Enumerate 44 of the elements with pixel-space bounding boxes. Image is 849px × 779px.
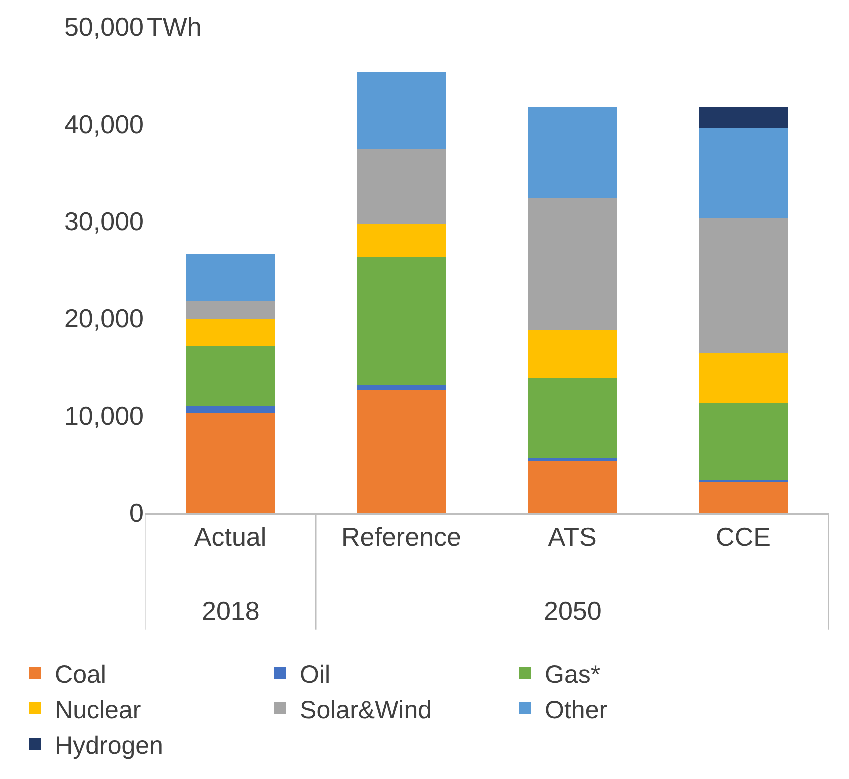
bar: [528, 461, 617, 513]
bar: [528, 108, 617, 198]
legend-label: Hydrogen: [55, 732, 164, 760]
y-tick-label: 20,000: [64, 304, 144, 334]
bar: [186, 406, 275, 413]
legend-label: Solar&Wind: [300, 696, 432, 724]
x-tick-label: Reference: [342, 522, 462, 552]
bar: [699, 128, 788, 218]
bar: [357, 72, 446, 150]
bar: [528, 378, 617, 459]
x-tick-label: ATS: [548, 522, 597, 552]
bar: [528, 458, 617, 462]
x-tick-label: Actual: [194, 522, 267, 552]
bar: [699, 354, 788, 404]
bar: [357, 224, 446, 258]
bar: [699, 218, 788, 354]
legend-label: Coal: [55, 660, 106, 689]
legend-label: Other: [545, 696, 608, 724]
bar: [699, 403, 788, 480]
bar: [357, 390, 446, 513]
legend-label: Oil: [300, 660, 331, 689]
bar: [186, 301, 275, 320]
bar: [528, 330, 617, 378]
bar: [699, 108, 788, 128]
legend-label: Gas*: [545, 660, 601, 689]
y-tick-label: 40,000: [64, 109, 144, 140]
bar: [186, 320, 275, 346]
bar: [528, 198, 617, 330]
bar: [186, 254, 275, 302]
x-tick-label: CCE: [716, 522, 771, 552]
bar: [357, 257, 446, 386]
y-tick-label: 10,000: [64, 400, 144, 431]
y-tick-label: 50,000: [64, 12, 144, 42]
text: 2050: [544, 596, 602, 626]
bar: [699, 482, 788, 513]
y-axis-title: TWh: [147, 12, 202, 42]
bar: [357, 386, 446, 391]
bar: [186, 412, 275, 513]
text: 2018: [202, 596, 260, 626]
y-tick-label: 0: [130, 498, 144, 528]
y-tick-label: 30,000: [64, 206, 144, 236]
bar: [186, 346, 275, 406]
legend-label: Nuclear: [55, 696, 142, 724]
bar: [357, 149, 446, 224]
